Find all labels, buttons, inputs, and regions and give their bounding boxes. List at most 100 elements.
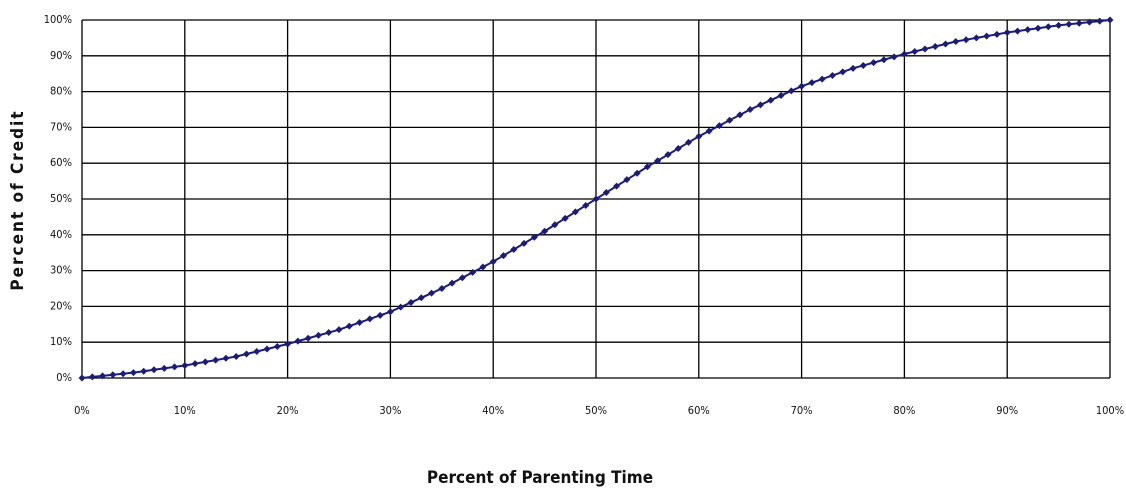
- data-marker: [119, 370, 127, 378]
- data-marker: [314, 331, 322, 339]
- y-tick-label: 20%: [50, 299, 72, 312]
- data-marker: [428, 289, 436, 297]
- x-axis-title: Percent of Parenting Time: [427, 468, 653, 488]
- data-marker: [921, 45, 929, 53]
- x-tick-label: 0%: [74, 404, 90, 417]
- data-marker: [849, 64, 857, 72]
- data-marker: [325, 329, 333, 337]
- data-marker: [551, 221, 559, 229]
- data-marker: [397, 303, 405, 311]
- data-marker: [88, 373, 96, 381]
- data-marker: [191, 360, 199, 368]
- data-marker: [674, 145, 682, 153]
- data-marker: [1106, 16, 1114, 24]
- data-marker: [972, 34, 980, 42]
- x-tick-label: 90%: [996, 404, 1018, 417]
- data-marker: [654, 157, 662, 165]
- data-marker: [222, 354, 230, 362]
- data-marker: [458, 274, 466, 282]
- data-marker: [1075, 19, 1083, 27]
- data-marker: [201, 358, 209, 366]
- data-marker: [952, 37, 960, 45]
- data-marker: [828, 71, 836, 79]
- data-marker: [880, 56, 888, 64]
- x-tick-label: 60%: [688, 404, 710, 417]
- data-marker: [983, 32, 991, 40]
- data-marker: [808, 79, 816, 87]
- data-marker: [99, 372, 107, 380]
- data-marker: [376, 311, 384, 319]
- data-marker: [746, 106, 754, 113]
- y-tick-label: 70%: [50, 120, 72, 133]
- data-marker: [643, 163, 651, 171]
- data-marker: [726, 116, 734, 124]
- y-tick-label: 40%: [50, 228, 72, 241]
- data-marker: [469, 268, 477, 276]
- data-marker: [911, 48, 919, 56]
- data-marker: [417, 294, 425, 302]
- data-marker: [715, 122, 723, 130]
- data-marker: [386, 308, 394, 316]
- data-marker: [541, 227, 549, 235]
- x-tick-label: 30%: [379, 404, 401, 417]
- data-marker: [448, 279, 456, 287]
- data-marker: [407, 298, 415, 306]
- data-marker: [993, 30, 1001, 38]
- data-marker: [438, 285, 446, 292]
- data-marker: [1096, 17, 1104, 25]
- y-tick-label: 60%: [50, 156, 72, 169]
- data-marker: [366, 315, 374, 323]
- data-marker: [571, 208, 579, 216]
- data-marker: [520, 239, 528, 247]
- data-marker: [263, 345, 271, 353]
- data-marker: [273, 342, 281, 350]
- x-tick-label: 50%: [585, 404, 607, 417]
- data-marker: [304, 334, 312, 342]
- data-marker: [1013, 27, 1021, 35]
- data-marker: [962, 36, 970, 44]
- data-marker: [900, 50, 908, 58]
- data-marker: [602, 189, 610, 197]
- data-marker: [150, 366, 158, 374]
- data-marker: [294, 337, 302, 345]
- data-marker: [705, 127, 713, 135]
- data-marker: [160, 364, 168, 372]
- data-marker: [839, 68, 847, 76]
- data-marker: [582, 201, 590, 209]
- data-marker: [931, 42, 939, 50]
- data-marker: [685, 138, 693, 146]
- data-marker: [356, 319, 364, 327]
- data-marker: [530, 233, 538, 241]
- data-marker: [212, 356, 220, 364]
- x-tick-label: 70%: [791, 404, 813, 417]
- x-tick-label: 20%: [277, 404, 299, 417]
- data-marker: [171, 363, 179, 371]
- data-marker: [736, 111, 744, 119]
- data-marker: [756, 101, 764, 109]
- y-tick-label: 10%: [50, 335, 72, 348]
- data-marker: [253, 348, 261, 356]
- data-marker: [499, 252, 507, 260]
- y-tick-label: 50%: [50, 192, 72, 205]
- data-marker: [284, 340, 292, 348]
- data-marker: [510, 245, 518, 253]
- data-marker: [890, 53, 898, 61]
- data-marker: [1024, 26, 1032, 34]
- y-tick-label: 90%: [50, 49, 72, 62]
- data-marker: [1065, 20, 1073, 28]
- data-marker: [242, 350, 250, 358]
- data-marker: [613, 182, 621, 190]
- y-tick-label: 80%: [50, 85, 72, 98]
- data-marker: [1085, 18, 1093, 26]
- data-marker: [1034, 24, 1042, 32]
- data-marker: [345, 322, 353, 330]
- data-marker: [561, 214, 569, 222]
- data-marker: [870, 59, 878, 67]
- data-marker: [798, 82, 806, 90]
- data-marker: [942, 40, 950, 48]
- data-marker: [664, 151, 672, 159]
- x-tick-label: 80%: [893, 404, 915, 417]
- data-marker: [109, 371, 117, 379]
- data-marker: [181, 361, 189, 369]
